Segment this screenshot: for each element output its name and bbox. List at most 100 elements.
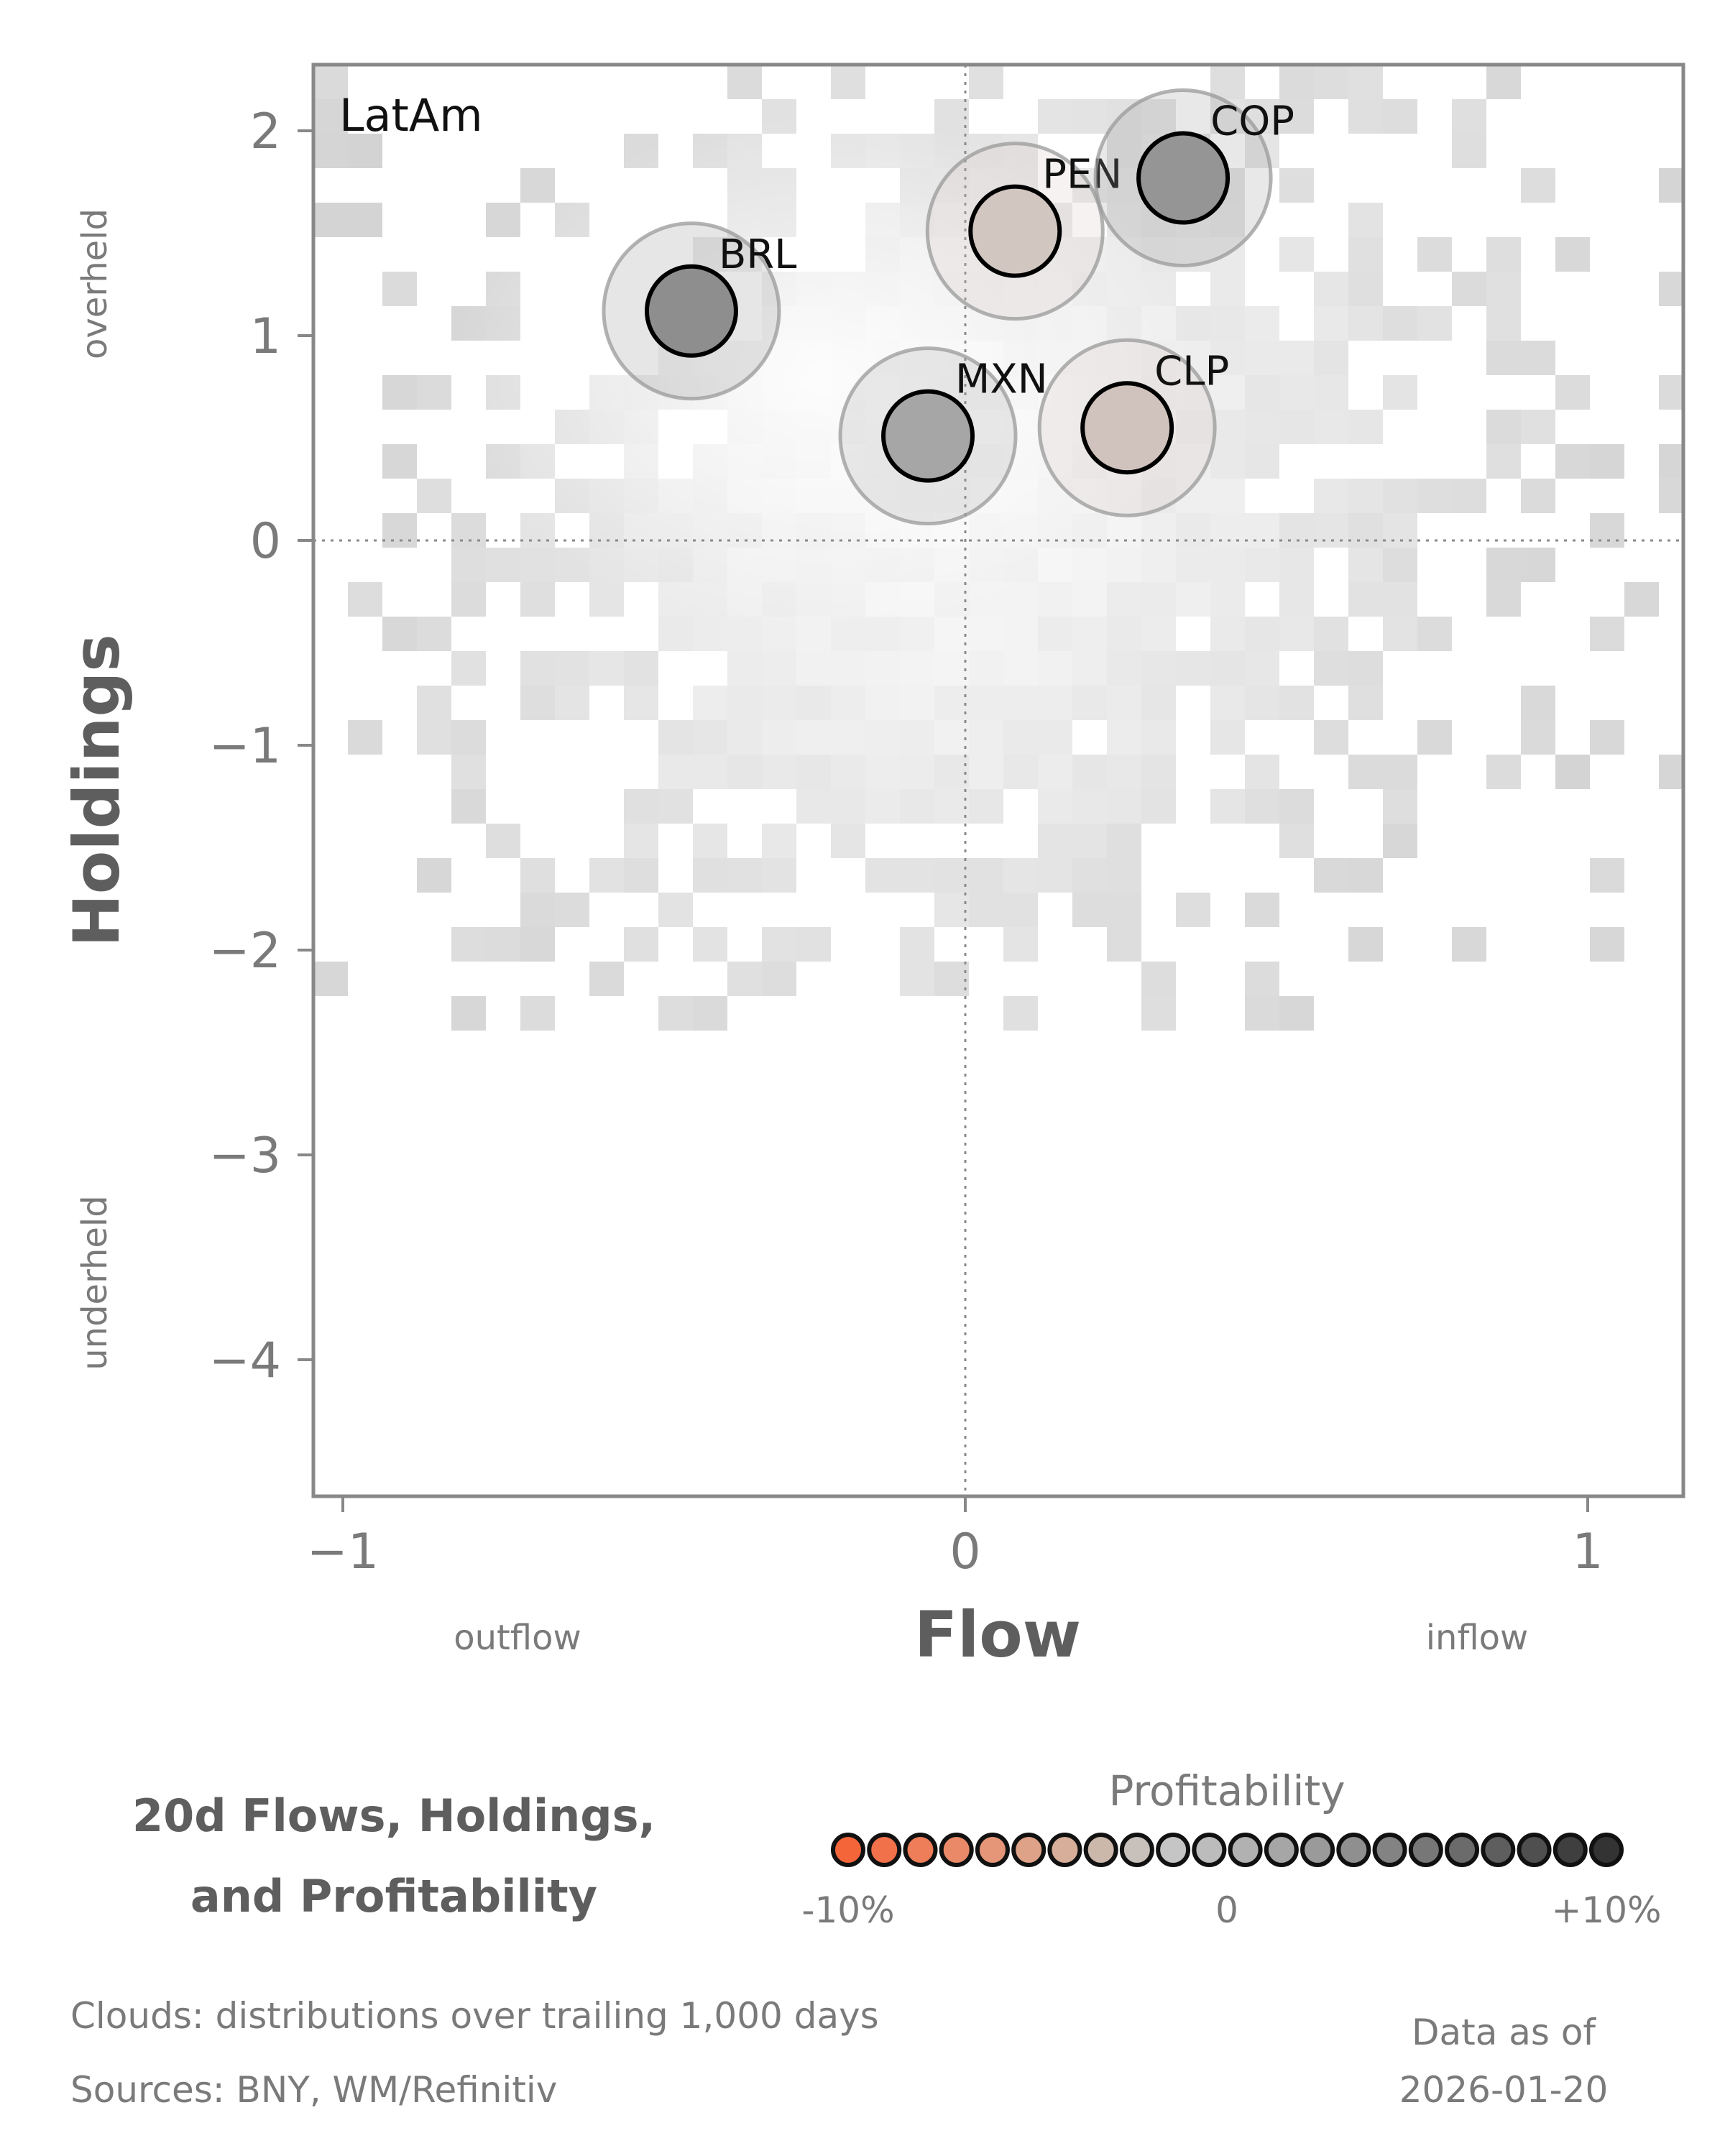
cloud-cell — [693, 996, 727, 1031]
cloud-cell — [727, 686, 762, 720]
cloud-cell — [1003, 893, 1038, 927]
cloud-cell — [1210, 686, 1245, 720]
footer-clouds: Clouds: distributions over trailing 1,00… — [70, 1995, 879, 2037]
cloud-cell — [969, 755, 1003, 789]
cloud-cell — [486, 927, 520, 962]
cloud-cell — [451, 927, 486, 962]
cloud-cell — [1245, 513, 1279, 548]
cloud-cell — [727, 720, 762, 755]
cloud-cell — [520, 651, 555, 686]
cloud-cell — [589, 962, 624, 996]
cloud-cell — [1521, 720, 1555, 755]
cloud-cell — [1210, 272, 1245, 306]
cloud-cell — [727, 651, 762, 686]
cloud-cell — [1245, 341, 1279, 375]
cloud-cell — [1107, 720, 1141, 755]
cloud-cell — [1107, 686, 1141, 720]
cloud-cell — [693, 927, 727, 962]
cloud-cell — [1383, 375, 1417, 410]
cloud-cell — [1072, 99, 1107, 134]
cloud-cell — [1417, 237, 1452, 272]
cloud-cell — [1348, 479, 1383, 513]
cloud-cell — [796, 927, 831, 962]
cloud-cell — [934, 858, 969, 893]
cloud-cell — [1452, 479, 1486, 513]
cloud-cell — [1452, 272, 1486, 306]
cloud-cell — [1486, 410, 1521, 444]
cloud-cell — [1521, 686, 1555, 720]
cloud-cell — [1107, 134, 1141, 168]
legend-swatch — [1481, 1833, 1516, 1867]
cloud-cell — [451, 755, 486, 789]
cloud-cell — [1659, 272, 1683, 306]
point-marker — [644, 264, 738, 358]
cloud-cell — [1245, 996, 1279, 1031]
cloud-cell — [624, 858, 658, 893]
cloud-cell — [1107, 168, 1141, 203]
cloud-cell — [1521, 168, 1555, 203]
cloud-cell — [1486, 306, 1521, 341]
cloud-cell — [1279, 548, 1314, 582]
cloud-cell — [1279, 168, 1314, 203]
cloud-cell — [1003, 858, 1038, 893]
cloud-cell — [1279, 99, 1314, 134]
panel-label: LatAm — [339, 89, 483, 142]
cloud-cell — [1210, 444, 1245, 479]
cloud-cell — [1659, 168, 1683, 203]
cloud-cell — [934, 720, 969, 755]
cloud-cell — [1107, 927, 1141, 962]
cloud-cell — [1486, 444, 1521, 479]
cloud-cell — [589, 651, 624, 686]
cloud-cell — [520, 927, 555, 962]
y-side-label-top: overheld — [75, 208, 115, 359]
cloud-cell — [1003, 617, 1038, 651]
cloud-cell — [1314, 375, 1348, 410]
cloud-cell — [555, 651, 589, 686]
cloud-cell — [1141, 996, 1176, 1031]
cloud-cell — [762, 686, 796, 720]
cloud-cell — [1590, 444, 1624, 479]
point-label: BRL — [719, 231, 797, 278]
cloud-cell — [934, 962, 969, 996]
cloud-cell — [1038, 617, 1072, 651]
cloud-cell — [1210, 720, 1245, 755]
cloud-cell — [865, 858, 900, 893]
cloud-cell — [1072, 893, 1107, 927]
cloud-cell — [624, 927, 658, 962]
cloud-cell — [1210, 341, 1245, 375]
y-tick-label: 2 — [250, 103, 281, 160]
cloud-cell — [1452, 99, 1486, 134]
cloud-cell — [1555, 237, 1590, 272]
cloud-cell — [1521, 410, 1555, 444]
cloud-cell — [762, 858, 796, 893]
cloud-cell — [1176, 548, 1210, 582]
cloud-cell — [1383, 548, 1417, 582]
cloud-cell — [1521, 548, 1555, 582]
legend-swatch — [939, 1833, 974, 1867]
cloud-cell — [1210, 651, 1245, 686]
plot-frame — [311, 63, 1685, 1498]
cloud-cell — [1417, 720, 1452, 755]
cloud-cell — [1210, 548, 1245, 582]
cloud-cell — [486, 548, 520, 582]
cloud-cell — [1348, 237, 1383, 272]
cloud-cell — [969, 720, 1003, 755]
point-marker — [1080, 381, 1174, 475]
cloud-cell — [658, 893, 693, 927]
cloud-cell — [1279, 686, 1314, 720]
cloud-cell — [520, 858, 555, 893]
cloud-cell — [1383, 582, 1417, 617]
cloud-cell — [1210, 617, 1245, 651]
cloud-cell — [934, 617, 969, 651]
cloud-cell — [1141, 755, 1176, 789]
cloud-cell — [900, 962, 934, 996]
cloud-cell — [1659, 444, 1683, 479]
point-cop: COP — [1093, 88, 1294, 268]
cloud-cell — [1141, 686, 1176, 720]
cloud-cell — [1624, 582, 1659, 617]
footer-sources: Sources: BNY, WM/Refinitiv — [70, 2069, 557, 2111]
cloud-cell — [451, 548, 486, 582]
cloud-cell — [693, 824, 727, 858]
cloud-cell — [762, 755, 796, 789]
